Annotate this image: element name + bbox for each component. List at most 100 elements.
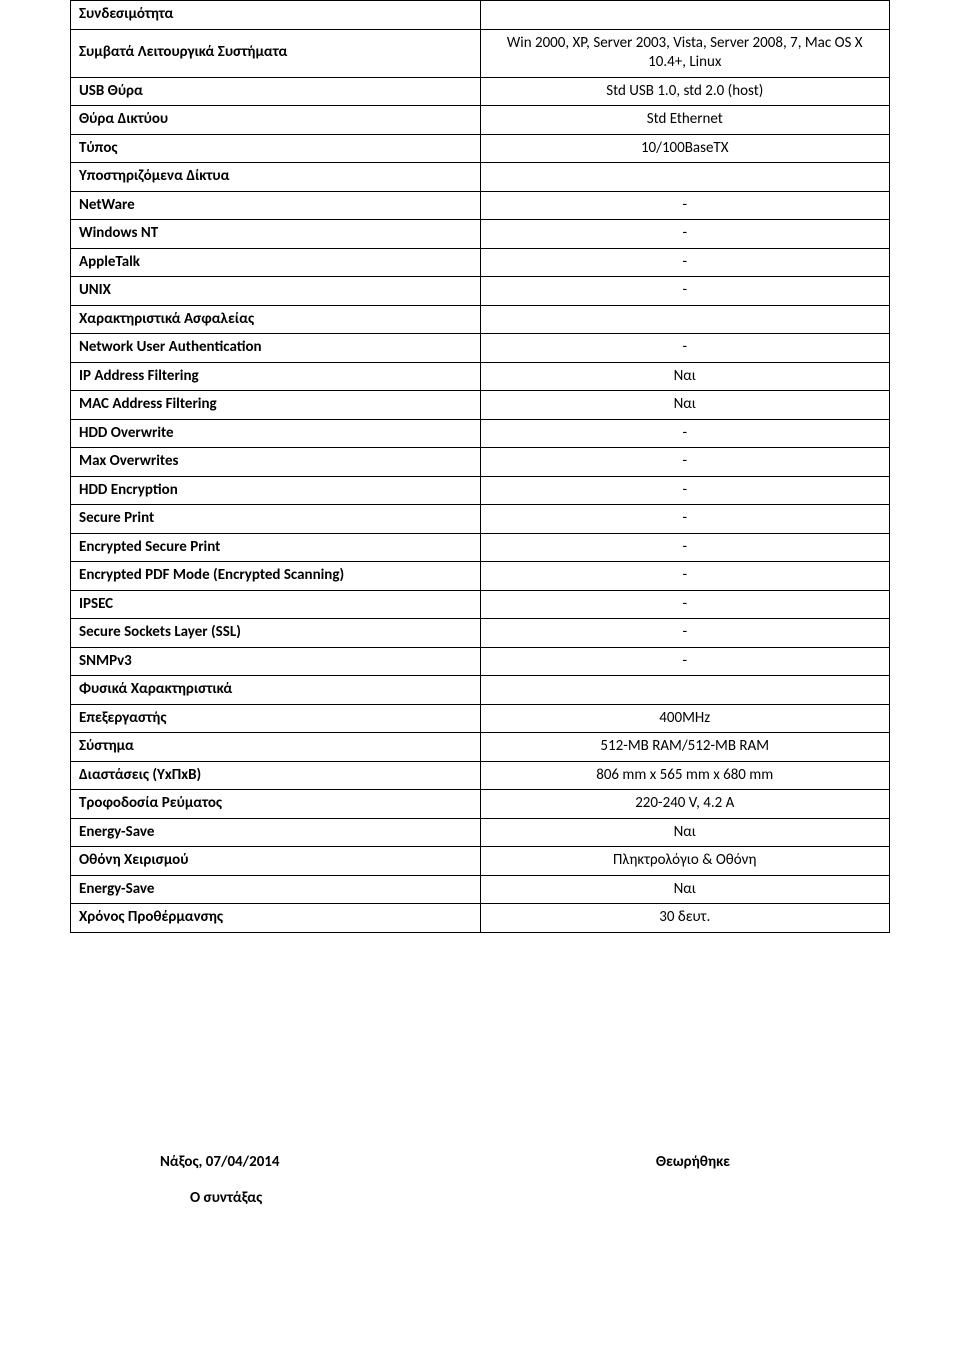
spec-label: Σύστημα (71, 733, 481, 762)
spec-value: 30 δευτ. (480, 904, 890, 933)
table-row: Χαρακτηριστικά Ασφαλείας (71, 305, 890, 334)
spec-value: - (480, 533, 890, 562)
table-row: Windows NT- (71, 220, 890, 249)
spec-label: HDD Encryption (71, 476, 481, 505)
spec-label: Επεξεργαστής (71, 704, 481, 733)
spec-label: Secure Sockets Layer (SSL) (71, 619, 481, 648)
spec-label: HDD Overwrite (71, 419, 481, 448)
spec-value: - (480, 619, 890, 648)
spec-label: Χαρακτηριστικά Ασφαλείας (71, 305, 481, 334)
table-row: HDD Encryption- (71, 476, 890, 505)
spec-label: Encrypted Secure Print (71, 533, 481, 562)
spec-label: Χρόνος Προθέρμανσης (71, 904, 481, 933)
spec-value: - (480, 590, 890, 619)
table-row: MAC Address FilteringΝαι (71, 391, 890, 420)
spec-value: 10/100BaseTX (480, 134, 890, 163)
spec-label: Τροφοδοσία Ρεύματος (71, 790, 481, 819)
table-row: Υποστηριζόμενα Δίκτυα (71, 163, 890, 192)
spec-label: Διαστάσεις (ΥxΠxΒ) (71, 761, 481, 790)
spec-label: NetWare (71, 191, 481, 220)
table-row: Τύπος10/100BaseTX (71, 134, 890, 163)
spec-value: - (480, 220, 890, 249)
spec-value: - (480, 505, 890, 534)
spec-label: Secure Print (71, 505, 481, 534)
spec-label: IPSEC (71, 590, 481, 619)
table-row: SNMPv3- (71, 647, 890, 676)
table-row: Διαστάσεις (ΥxΠxΒ)806 mm x 565 mm x 680 … (71, 761, 890, 790)
spec-value (480, 305, 890, 334)
spec-label: IP Address Filtering (71, 362, 481, 391)
table-row: Χρόνος Προθέρμανσης30 δευτ. (71, 904, 890, 933)
spec-value: 220-240 V, 4.2 A (480, 790, 890, 819)
footer-place-date: Νάξος, 07/04/2014 (110, 1153, 280, 1171)
spec-value (480, 163, 890, 192)
table-row: AppleTalk- (71, 248, 890, 277)
spec-value: 512-MB RAM/512-MB RAM (480, 733, 890, 762)
table-row: Επεξεργαστής400MHz (71, 704, 890, 733)
spec-value: Std USB 1.0, std 2.0 (host) (480, 77, 890, 106)
spec-value: - (480, 448, 890, 477)
spec-label: Energy-Save (71, 818, 481, 847)
spec-value: 806 mm x 565 mm x 680 mm (480, 761, 890, 790)
table-row: Energy-SaveΝαι (71, 818, 890, 847)
table-row: Συνδεσιμότητα (71, 1, 890, 30)
spec-label: Τύπος (71, 134, 481, 163)
table-row: IPSEC- (71, 590, 890, 619)
footer-author: Ο συντάξας (110, 1189, 850, 1207)
spec-label: USB Θύρα (71, 77, 481, 106)
spec-label: Συνδεσιμότητα (71, 1, 481, 30)
spec-value: Win 2000, XP, Server 2003, Vista, Server… (480, 29, 890, 77)
footer: Νάξος, 07/04/2014 Θεωρήθηκε Ο συντάξας (70, 1153, 890, 1207)
spec-label: SNMPv3 (71, 647, 481, 676)
table-row: Θύρα ΔικτύουStd Ethernet (71, 106, 890, 135)
spec-value: Std Ethernet (480, 106, 890, 135)
spec-value: Πληκτρολόγιο & Οθόνη (480, 847, 890, 876)
spec-label: Encrypted PDF Mode (Encrypted Scanning) (71, 562, 481, 591)
table-row: USB ΘύραStd USB 1.0, std 2.0 (host) (71, 77, 890, 106)
table-row: Οθόνη ΧειρισμούΠληκτρολόγιο & Οθόνη (71, 847, 890, 876)
spec-label: Network User Authentication (71, 334, 481, 363)
spec-label: Max Overwrites (71, 448, 481, 477)
table-row: Secure Sockets Layer (SSL)- (71, 619, 890, 648)
spec-label: Θύρα Δικτύου (71, 106, 481, 135)
spec-value: Ναι (480, 875, 890, 904)
table-row: Max Overwrites- (71, 448, 890, 477)
spec-label: Windows NT (71, 220, 481, 249)
spec-value: - (480, 647, 890, 676)
spec-table: ΣυνδεσιμότηταΣυμβατά Λειτουργικά Συστήμα… (70, 0, 890, 933)
spec-value: Ναι (480, 818, 890, 847)
spec-label: Energy-Save (71, 875, 481, 904)
table-row: Φυσικά Χαρακτηριστικά (71, 676, 890, 705)
spec-label: Συμβατά Λειτουργικά Συστήματα (71, 29, 481, 77)
table-row: HDD Overwrite- (71, 419, 890, 448)
table-row: Energy-SaveΝαι (71, 875, 890, 904)
table-row: Τροφοδοσία Ρεύματος220-240 V, 4.2 A (71, 790, 890, 819)
table-row: Secure Print- (71, 505, 890, 534)
spec-value: - (480, 334, 890, 363)
footer-approved: Θεωρήθηκε (656, 1153, 850, 1171)
spec-value: - (480, 419, 890, 448)
spec-value: Ναι (480, 391, 890, 420)
table-row: Network User Authentication- (71, 334, 890, 363)
spec-value (480, 676, 890, 705)
spec-value (480, 1, 890, 30)
spec-value: - (480, 277, 890, 306)
table-row: NetWare- (71, 191, 890, 220)
spec-value: - (480, 562, 890, 591)
spec-label: MAC Address Filtering (71, 391, 481, 420)
spec-label: Οθόνη Χειρισμού (71, 847, 481, 876)
spec-label: Φυσικά Χαρακτηριστικά (71, 676, 481, 705)
spec-label: Υποστηριζόμενα Δίκτυα (71, 163, 481, 192)
spec-value: - (480, 191, 890, 220)
spec-label: AppleTalk (71, 248, 481, 277)
table-row: Encrypted Secure Print- (71, 533, 890, 562)
table-row: Encrypted PDF Mode (Encrypted Scanning)- (71, 562, 890, 591)
spec-label: UNIX (71, 277, 481, 306)
spec-value: 400MHz (480, 704, 890, 733)
spec-value: - (480, 476, 890, 505)
table-row: Σύστημα512-MB RAM/512-MB RAM (71, 733, 890, 762)
table-row: UNIX- (71, 277, 890, 306)
spec-value: Ναι (480, 362, 890, 391)
spec-value: - (480, 248, 890, 277)
table-row: Συμβατά Λειτουργικά ΣυστήματαWin 2000, X… (71, 29, 890, 77)
